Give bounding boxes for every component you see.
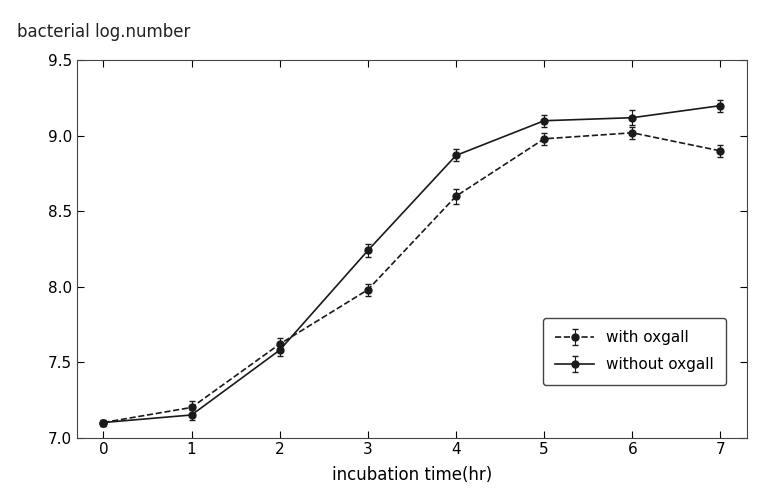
X-axis label: incubation time(hr): incubation time(hr) (332, 466, 492, 484)
Legend: with oxgall, without oxgall: with oxgall, without oxgall (544, 318, 726, 385)
Text: bacterial log.number: bacterial log.number (17, 24, 190, 42)
